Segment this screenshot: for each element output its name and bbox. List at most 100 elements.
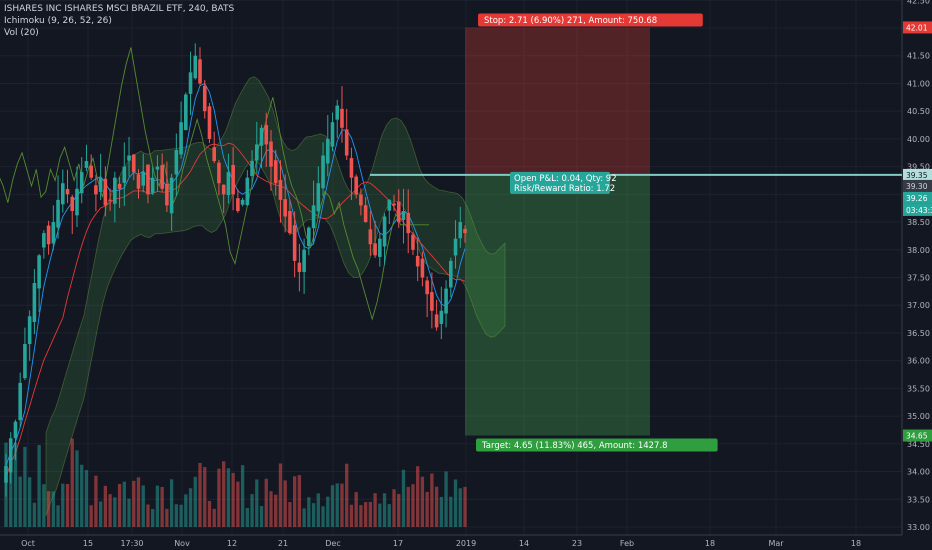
volume-bar	[321, 506, 325, 527]
candle-body	[264, 125, 269, 145]
rr-text: Risk/Reward Ratio: 1.72	[514, 184, 615, 194]
candle-body	[79, 172, 84, 194]
countdown-tag: 03:43:37	[906, 206, 932, 215]
volume-bar	[297, 475, 302, 527]
candle-body	[18, 382, 22, 421]
candle-body	[439, 310, 444, 324]
candle-body	[198, 59, 202, 84]
candle-body	[240, 199, 245, 205]
candle-body	[396, 201, 401, 223]
volume-bar	[65, 484, 70, 527]
y-tick-label: 36.00	[907, 357, 930, 366]
pnl-box-bg	[510, 171, 610, 194]
x-tick-label: 21	[278, 539, 288, 548]
candle-body	[415, 255, 420, 267]
volume-bar	[56, 505, 60, 527]
volume-bar	[70, 438, 74, 527]
candle-body	[288, 211, 292, 234]
y-tick-label: 40.50	[907, 107, 930, 116]
candle-body	[184, 94, 188, 130]
volume-bar	[212, 508, 216, 527]
x-tick-label: Dec	[325, 539, 340, 548]
candle-body	[283, 199, 287, 217]
candle-body	[226, 172, 231, 196]
candle-body	[458, 222, 463, 239]
candle-body	[46, 225, 51, 245]
y-tick-label: 33.50	[907, 495, 930, 504]
target-price-tag-bg	[903, 429, 932, 442]
volume-bar	[23, 446, 27, 527]
candle-body	[321, 155, 325, 189]
candle-body	[401, 210, 406, 220]
volume-bar	[430, 473, 434, 527]
x-tick-label: 17	[393, 539, 403, 548]
candle-body	[179, 122, 183, 155]
x-tick-label: 17:30	[120, 539, 143, 548]
volume-bar	[363, 502, 368, 527]
stop-price-tag: 42.01	[906, 23, 928, 32]
volume-bar	[160, 486, 164, 527]
volume-bar	[359, 505, 363, 527]
candle-body	[254, 144, 259, 161]
volume-bar	[439, 496, 443, 527]
ichimoku-indicator-label: Ichimoku (9, 26, 52, 26)	[4, 16, 112, 26]
y-tick-label: 36.50	[907, 329, 930, 338]
volume-bar	[236, 481, 240, 527]
volume-bar	[397, 494, 401, 527]
y-tick-label: 39.50	[907, 163, 930, 172]
candle-body	[449, 260, 453, 288]
entry-price-tag-bg	[903, 168, 932, 181]
volume-bar	[411, 484, 415, 527]
last-price-tag-bg	[903, 191, 932, 204]
y-tick-label: 40.00	[907, 135, 930, 144]
candle-body	[89, 165, 93, 178]
candle-body	[13, 421, 18, 439]
candle-body	[42, 233, 46, 248]
volume-bar	[136, 477, 141, 527]
y-tick-label: 33.00	[907, 523, 930, 532]
candle-body	[316, 183, 321, 212]
candle-body	[354, 176, 358, 195]
volume-bar	[155, 485, 160, 527]
candle-body	[188, 72, 193, 94]
candle-body	[127, 155, 131, 161]
volume-bar	[255, 479, 259, 527]
stop-label-text: Stop: 2.71 (6.90%) 271, Amount: 750.68	[484, 16, 657, 26]
candle-body	[378, 238, 382, 257]
volume-bar	[283, 480, 287, 527]
volume-bar	[288, 502, 292, 527]
chart-legend: ISHARES INC ISHARES MSCI BRAZIL ETF, 240…	[4, 3, 234, 39]
candle-body	[103, 178, 108, 206]
x-tick-label: Mar	[768, 539, 784, 548]
y-tick-label: 41.50	[907, 52, 930, 61]
candle-body	[193, 55, 198, 79]
volume-bar	[226, 468, 231, 527]
volume-bar	[345, 463, 349, 527]
candle-body	[325, 138, 330, 164]
candle-body	[56, 199, 60, 228]
stop-label: Stop: 2.71 (6.90%) 271, Amount: 750.68	[478, 13, 703, 27]
volume-bar	[307, 497, 311, 527]
volume-bar	[278, 463, 283, 527]
candle-body	[453, 238, 458, 256]
candle-body	[98, 177, 103, 192]
volume-bar	[292, 476, 297, 527]
candle-body	[70, 196, 75, 211]
volume-bar	[46, 491, 51, 527]
stop-price-tag-bg	[903, 21, 932, 34]
volume-bar	[463, 486, 467, 527]
candle-body	[165, 183, 169, 206]
stop-zone	[465, 27, 650, 175]
candle-body	[349, 158, 354, 178]
volume-bar	[340, 483, 344, 527]
candle-body	[32, 283, 37, 323]
y-tick-label: 37.50	[907, 274, 930, 283]
candle-body	[311, 205, 316, 229]
volume-bar	[9, 454, 13, 527]
entry-price-tag: 39.35	[906, 171, 928, 180]
candle-body	[406, 212, 411, 234]
candle-body	[231, 164, 235, 195]
volume-bar	[184, 494, 188, 527]
x-tick-label: 2019	[456, 539, 476, 548]
